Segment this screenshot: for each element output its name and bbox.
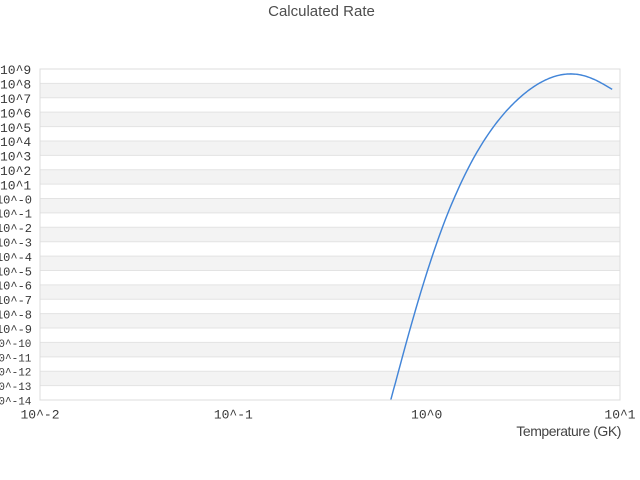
svg-text:10^8: 10^8: [0, 78, 31, 93]
svg-text:10^7: 10^7: [0, 92, 31, 107]
svg-text:10^-2: 10^-2: [0, 222, 32, 236]
svg-text:10^-6: 10^-6: [0, 280, 32, 294]
svg-text:10^-12: 10^-12: [0, 368, 31, 380]
svg-text:Temperature (GK): Temperature (GK): [516, 423, 621, 439]
svg-text:10^-10: 10^-10: [0, 339, 31, 351]
svg-text:Calculated Rate: Calculated Rate: [268, 3, 375, 20]
svg-text:10^-2: 10^-2: [20, 408, 59, 423]
svg-text:10^-3: 10^-3: [0, 237, 32, 251]
svg-text:10^-1: 10^-1: [214, 408, 253, 423]
svg-text:10^-5: 10^-5: [0, 265, 32, 279]
svg-text:10^6: 10^6: [0, 106, 31, 121]
svg-text:10^0: 10^0: [411, 408, 442, 423]
svg-text:10^-0: 10^-0: [0, 193, 32, 207]
svg-text:10^5: 10^5: [0, 121, 31, 136]
svg-text:10^1: 10^1: [604, 408, 635, 423]
svg-text:10^-4: 10^-4: [0, 251, 32, 265]
svg-text:10^-11: 10^-11: [0, 353, 32, 365]
svg-text:10^-8: 10^-8: [0, 308, 32, 322]
svg-text:10^3: 10^3: [0, 150, 31, 165]
svg-text:10^-1: 10^-1: [0, 208, 32, 222]
svg-text:10^2: 10^2: [0, 164, 31, 179]
svg-text:10^-9: 10^-9: [0, 323, 32, 337]
svg-text:10^-14: 10^-14: [0, 397, 32, 409]
svg-text:10^4: 10^4: [0, 135, 31, 150]
svg-text:10^1: 10^1: [0, 178, 31, 193]
svg-text:10^-7: 10^-7: [0, 294, 32, 308]
svg-text:10^9: 10^9: [0, 63, 31, 78]
svg-text:10^-13: 10^-13: [0, 382, 31, 394]
